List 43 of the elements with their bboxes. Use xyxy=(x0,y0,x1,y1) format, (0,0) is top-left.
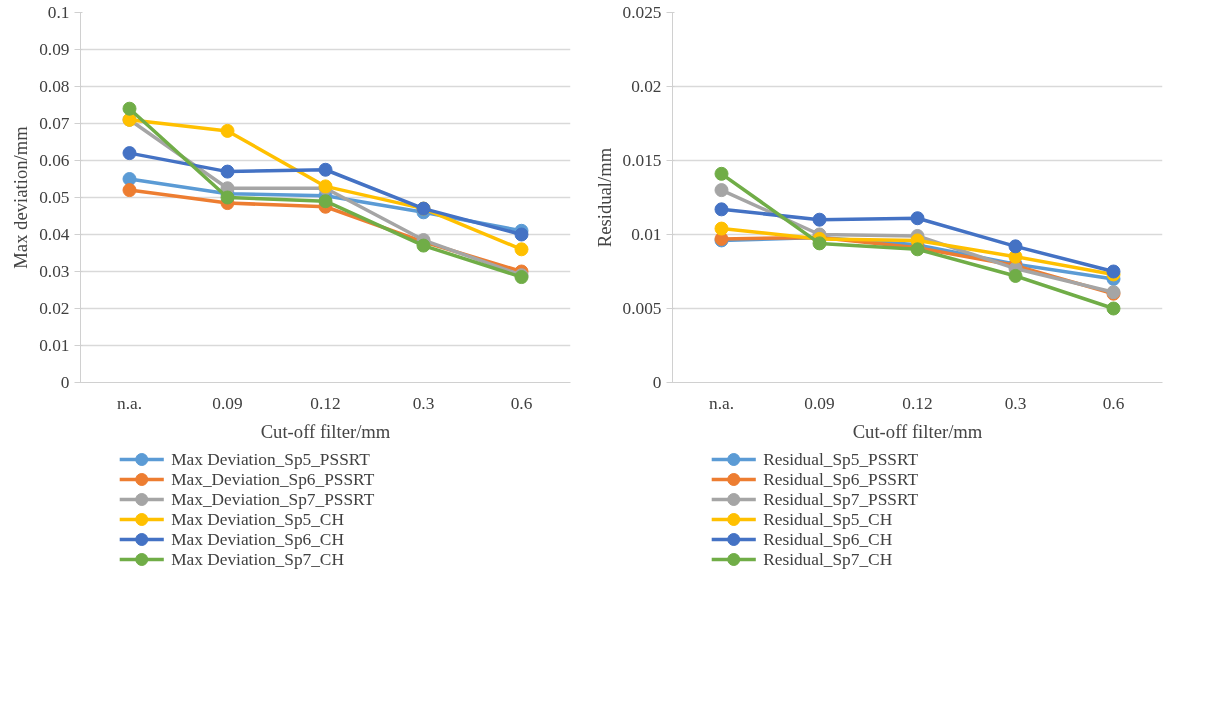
x-tick-label: 0.6 xyxy=(510,393,533,413)
y-tick-label: 0.06 xyxy=(39,151,70,170)
legend-label: Residual_Sp6_CH xyxy=(763,530,893,549)
legend-label: Max_Deviation_Sp7_PSSRT xyxy=(171,490,375,509)
x-tick-label: 0.12 xyxy=(902,393,933,413)
legend-label: Max Deviation_Sp7_CH xyxy=(171,550,344,569)
y-tick-label: 0.08 xyxy=(39,77,70,96)
x-tick-label: 0.09 xyxy=(804,393,835,413)
y-tick-label: 0.04 xyxy=(39,225,70,244)
y-tick-label: 0.01 xyxy=(39,336,70,355)
x-tick-label: n.a. xyxy=(708,393,735,413)
y-tick-label: 0.1 xyxy=(47,3,70,22)
legend-label: Max Deviation_Sp6_CH xyxy=(171,530,344,549)
x-tick-label: 0.6 xyxy=(1102,393,1125,413)
y-tick-label: 0.025 xyxy=(622,3,662,22)
y-tick-label: 0.005 xyxy=(622,299,662,318)
y-tick-label: 0.03 xyxy=(39,262,70,281)
legend-label: Residual_Sp5_PSSRT xyxy=(763,450,919,469)
y-tick-label: 0 xyxy=(652,373,662,392)
x-tick-label: 0.09 xyxy=(212,393,243,413)
y-tick-label: 0.015 xyxy=(622,151,662,170)
x-tick-label: n.a. xyxy=(116,393,143,413)
y-tick-label: 0.01 xyxy=(631,225,662,244)
y-tick-label: 0 xyxy=(60,373,70,392)
legend-label: Residual_Sp7_CH xyxy=(763,550,893,569)
y-tick-label: 0.07 xyxy=(39,114,70,133)
y-tick-label: 0.09 xyxy=(39,40,70,59)
x-tick-label: 0.3 xyxy=(1004,393,1027,413)
legend-label: Max_Deviation_Sp6_PSSRT xyxy=(171,470,375,489)
legend-label: Residual_Sp7_PSSRT xyxy=(763,490,919,509)
legend-label: Max Deviation_Sp5_PSSRT xyxy=(171,450,371,469)
y-tick-label: 0.02 xyxy=(631,77,662,96)
x-axis-title: Cut-off filter/mm xyxy=(260,420,391,442)
x-tick-label: 0.12 xyxy=(310,393,341,413)
y-axis-title: Max deviation/mm xyxy=(10,125,32,269)
x-axis-title: Cut-off filter/mm xyxy=(852,420,983,442)
y-axis-title: Residual/mm xyxy=(593,147,615,248)
x-tick-label: 0.3 xyxy=(412,393,435,413)
y-tick-label: 0.02 xyxy=(39,299,70,318)
legend-label: Residual_Sp6_PSSRT xyxy=(763,470,919,489)
y-tick-label: 0.05 xyxy=(39,188,70,207)
legend-label: Residual_Sp5_CH xyxy=(763,510,893,529)
legend-label: Max Deviation_Sp5_CH xyxy=(171,510,344,529)
